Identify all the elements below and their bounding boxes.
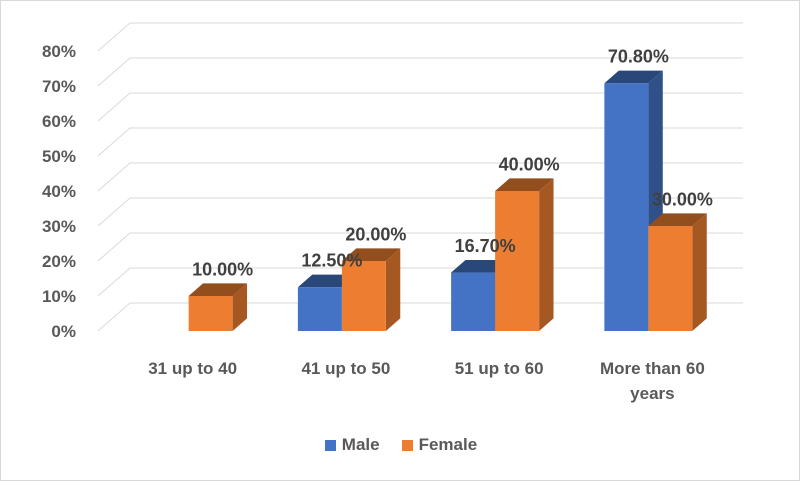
bar-front [451,272,496,331]
y-tick-label: 10% [42,287,76,306]
bar-side [539,178,554,331]
bar-chart: 0% 10% 20% 30% 40% 50% 60% 70% 80% 31 up to 40 41 … [42,22,743,403]
legend-label: Male [341,435,380,454]
bar-top [604,70,663,84]
data-label: 30.00% [652,189,713,209]
data-label: 70.80% [608,47,669,67]
legend-swatch [401,439,413,451]
bar-top [297,274,357,288]
data-label: 20.00% [345,224,406,244]
gridline [97,22,743,52]
x-category-label: More than 60 years [600,359,705,403]
bar [341,248,401,331]
legend-label: Female [418,435,478,454]
y-tick-label: 60% [42,112,76,131]
bar [648,213,707,331]
gridline [97,92,743,122]
legend-item: Male [324,435,380,455]
y-tick-label: 20% [42,252,76,271]
y-tick-label: 80% [42,42,76,61]
bar-side [385,248,401,331]
bar-front [188,296,233,331]
y-tick-label: 30% [42,217,76,236]
x-category-label: 41 up to 50 [301,359,390,378]
bar-front [604,83,649,331]
bar-front [297,287,342,331]
data-label: 12.50% [301,251,362,271]
data-label: 16.70% [455,236,516,256]
bar-top [648,213,707,226]
gridline [97,127,743,157]
x-category-label: 31 up to 40 [148,359,237,378]
bar-front [341,261,386,331]
data-label: 10.00% [192,259,253,279]
gridline [97,57,743,87]
bar-front [495,191,540,331]
bar [495,178,554,331]
gridline [97,162,743,192]
legend-item: Female [401,435,478,455]
y-tick-label: 70% [42,77,76,96]
bar-top [451,259,510,273]
bar-top [495,178,554,191]
x-category-label: 51 up to 60 [455,359,544,378]
bar-side [692,213,707,331]
y-tick-label: 50% [42,147,76,166]
bar-top [341,248,401,261]
bar-front [648,226,693,331]
bar [188,283,248,331]
legend-swatch [324,439,336,451]
bar-side [232,283,248,331]
y-tick-label: 0% [51,322,76,341]
bar-top [188,283,248,296]
legend: Male Female [1,433,800,457]
data-label: 40.00% [499,154,560,174]
y-tick-label: 40% [42,182,76,201]
